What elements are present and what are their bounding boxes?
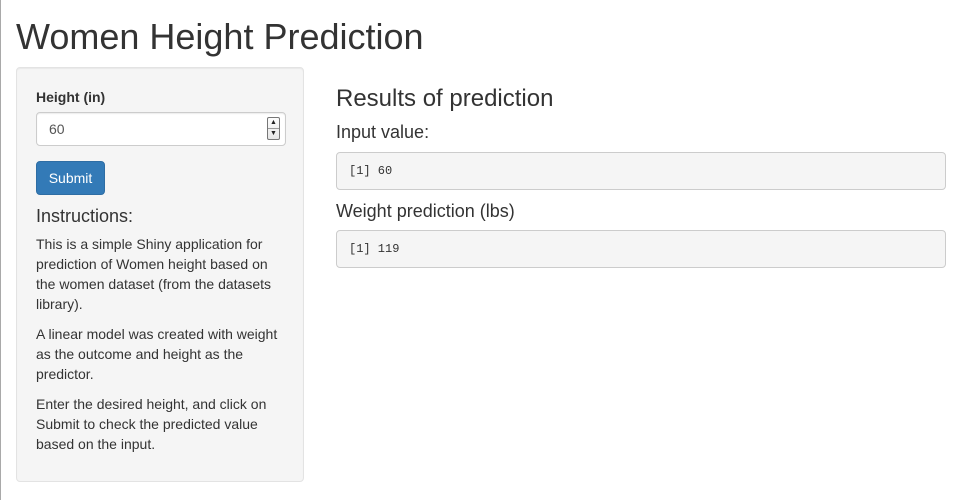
sidebar-panel: Height (in) 60 ▲ ▼ Submit Instructions: …: [16, 67, 304, 482]
spinner-up-icon[interactable]: ▲: [268, 118, 279, 129]
instructions-heading: Instructions:: [36, 206, 134, 226]
height-input[interactable]: 60 ▲ ▼: [36, 112, 286, 146]
spinner-down-icon[interactable]: ▼: [270, 130, 277, 137]
page-title: Women Height Prediction: [16, 16, 424, 57]
instructions-paragraph: A linear model was created with weight a…: [36, 326, 278, 382]
page-left-edge: [0, 0, 1, 500]
weight-prediction-heading: Weight prediction (lbs): [336, 201, 515, 221]
input-value-output: [1] 60: [336, 152, 946, 190]
input-value-heading: Input value:: [336, 122, 430, 142]
weight-prediction-output: [1] 119: [336, 230, 946, 268]
submit-button[interactable]: Submit: [36, 161, 105, 195]
height-input-value[interactable]: 60: [49, 121, 65, 137]
instructions-paragraph: This is a simple Shiny application for p…: [36, 236, 272, 312]
height-input-label: Height (in): [36, 89, 106, 105]
instructions-text: This is a simple Shiny application for p…: [36, 234, 286, 464]
height-spinner[interactable]: ▲ ▼: [267, 117, 280, 140]
instructions-paragraph: Enter the desired height, and click on S…: [36, 396, 267, 452]
results-heading: Results of prediction: [336, 85, 554, 112]
